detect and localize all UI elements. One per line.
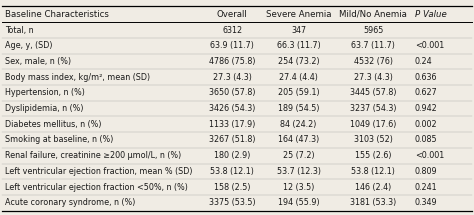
Text: 0.002: 0.002 bbox=[415, 120, 438, 129]
Text: 63.7 (11.7): 63.7 (11.7) bbox=[351, 41, 395, 50]
Text: 12 (3.5): 12 (3.5) bbox=[283, 183, 314, 192]
Text: 0.241: 0.241 bbox=[415, 183, 438, 192]
Text: 53.8 (12.1): 53.8 (12.1) bbox=[351, 167, 395, 176]
Text: 27.3 (4.3): 27.3 (4.3) bbox=[354, 73, 393, 82]
Text: 3650 (57.8): 3650 (57.8) bbox=[209, 88, 255, 97]
Text: 6312: 6312 bbox=[222, 26, 242, 35]
Text: 1133 (17.9): 1133 (17.9) bbox=[209, 120, 255, 129]
Text: 1049 (17.6): 1049 (17.6) bbox=[350, 120, 396, 129]
Text: 63.9 (11.7): 63.9 (11.7) bbox=[210, 41, 254, 50]
Text: 3445 (57.8): 3445 (57.8) bbox=[350, 88, 397, 97]
Text: 3103 (52): 3103 (52) bbox=[354, 135, 393, 144]
Text: 347: 347 bbox=[291, 26, 306, 35]
Text: <0.001: <0.001 bbox=[415, 41, 444, 50]
Text: <0.001: <0.001 bbox=[415, 151, 444, 160]
Text: Hypertension, n (%): Hypertension, n (%) bbox=[5, 88, 85, 97]
Text: 66.3 (11.7): 66.3 (11.7) bbox=[277, 41, 320, 50]
Text: 53.8 (12.1): 53.8 (12.1) bbox=[210, 167, 254, 176]
Text: Mild/No Anemia: Mild/No Anemia bbox=[339, 10, 407, 19]
Text: 0.627: 0.627 bbox=[415, 88, 438, 97]
Text: 205 (59.1): 205 (59.1) bbox=[278, 88, 319, 97]
Text: 27.4 (4.4): 27.4 (4.4) bbox=[279, 73, 318, 82]
Text: 4532 (76): 4532 (76) bbox=[354, 57, 393, 66]
Text: Overall: Overall bbox=[217, 10, 247, 19]
Text: 3375 (53.5): 3375 (53.5) bbox=[209, 198, 255, 207]
Text: 0.349: 0.349 bbox=[415, 198, 438, 207]
Text: 3426 (54.3): 3426 (54.3) bbox=[209, 104, 255, 113]
Text: 84 (24.2): 84 (24.2) bbox=[281, 120, 317, 129]
Text: Left ventricular ejection fraction <50%, n (%): Left ventricular ejection fraction <50%,… bbox=[5, 183, 188, 192]
Text: 254 (73.2): 254 (73.2) bbox=[278, 57, 319, 66]
Text: Severe Anemia: Severe Anemia bbox=[266, 10, 331, 19]
Text: 3267 (51.8): 3267 (51.8) bbox=[209, 135, 255, 144]
Text: Smoking at baseline, n (%): Smoking at baseline, n (%) bbox=[5, 135, 113, 144]
Text: 4786 (75.8): 4786 (75.8) bbox=[209, 57, 255, 66]
Text: 0.942: 0.942 bbox=[415, 104, 438, 113]
Text: Dyslipidemia, n (%): Dyslipidemia, n (%) bbox=[5, 104, 83, 113]
Text: 5965: 5965 bbox=[363, 26, 383, 35]
Text: 0.24: 0.24 bbox=[415, 57, 432, 66]
Text: 3237 (54.3): 3237 (54.3) bbox=[350, 104, 397, 113]
Text: Body mass index, kg/m², mean (SD): Body mass index, kg/m², mean (SD) bbox=[5, 73, 150, 82]
Text: Baseline Characteristics: Baseline Characteristics bbox=[5, 10, 109, 19]
Text: 25 (7.2): 25 (7.2) bbox=[283, 151, 314, 160]
Text: 180 (2.9): 180 (2.9) bbox=[214, 151, 250, 160]
Text: Renal failure, creatinine ≥200 μmol/L, n (%): Renal failure, creatinine ≥200 μmol/L, n… bbox=[5, 151, 181, 160]
Text: 3181 (53.3): 3181 (53.3) bbox=[350, 198, 396, 207]
Text: Diabetes mellitus, n (%): Diabetes mellitus, n (%) bbox=[5, 120, 101, 129]
Text: 146 (2.4): 146 (2.4) bbox=[355, 183, 392, 192]
Text: Acute coronary syndrome, n (%): Acute coronary syndrome, n (%) bbox=[5, 198, 135, 207]
Text: 164 (47.3): 164 (47.3) bbox=[278, 135, 319, 144]
Text: Left ventricular ejection fraction, mean % (SD): Left ventricular ejection fraction, mean… bbox=[5, 167, 192, 176]
Text: 0.809: 0.809 bbox=[415, 167, 438, 176]
Text: 194 (55.9): 194 (55.9) bbox=[278, 198, 319, 207]
Text: 189 (54.5): 189 (54.5) bbox=[278, 104, 319, 113]
Text: Total, n: Total, n bbox=[5, 26, 33, 35]
Text: Sex, male, n (%): Sex, male, n (%) bbox=[5, 57, 71, 66]
Text: P Value: P Value bbox=[415, 10, 447, 19]
Text: 155 (2.6): 155 (2.6) bbox=[355, 151, 392, 160]
Text: 53.7 (12.3): 53.7 (12.3) bbox=[277, 167, 320, 176]
Text: 0.636: 0.636 bbox=[415, 73, 437, 82]
Text: 27.3 (4.3): 27.3 (4.3) bbox=[213, 73, 252, 82]
Text: Age, y, (SD): Age, y, (SD) bbox=[5, 41, 52, 50]
Text: 0.085: 0.085 bbox=[415, 135, 438, 144]
Text: 158 (2.5): 158 (2.5) bbox=[214, 183, 251, 192]
